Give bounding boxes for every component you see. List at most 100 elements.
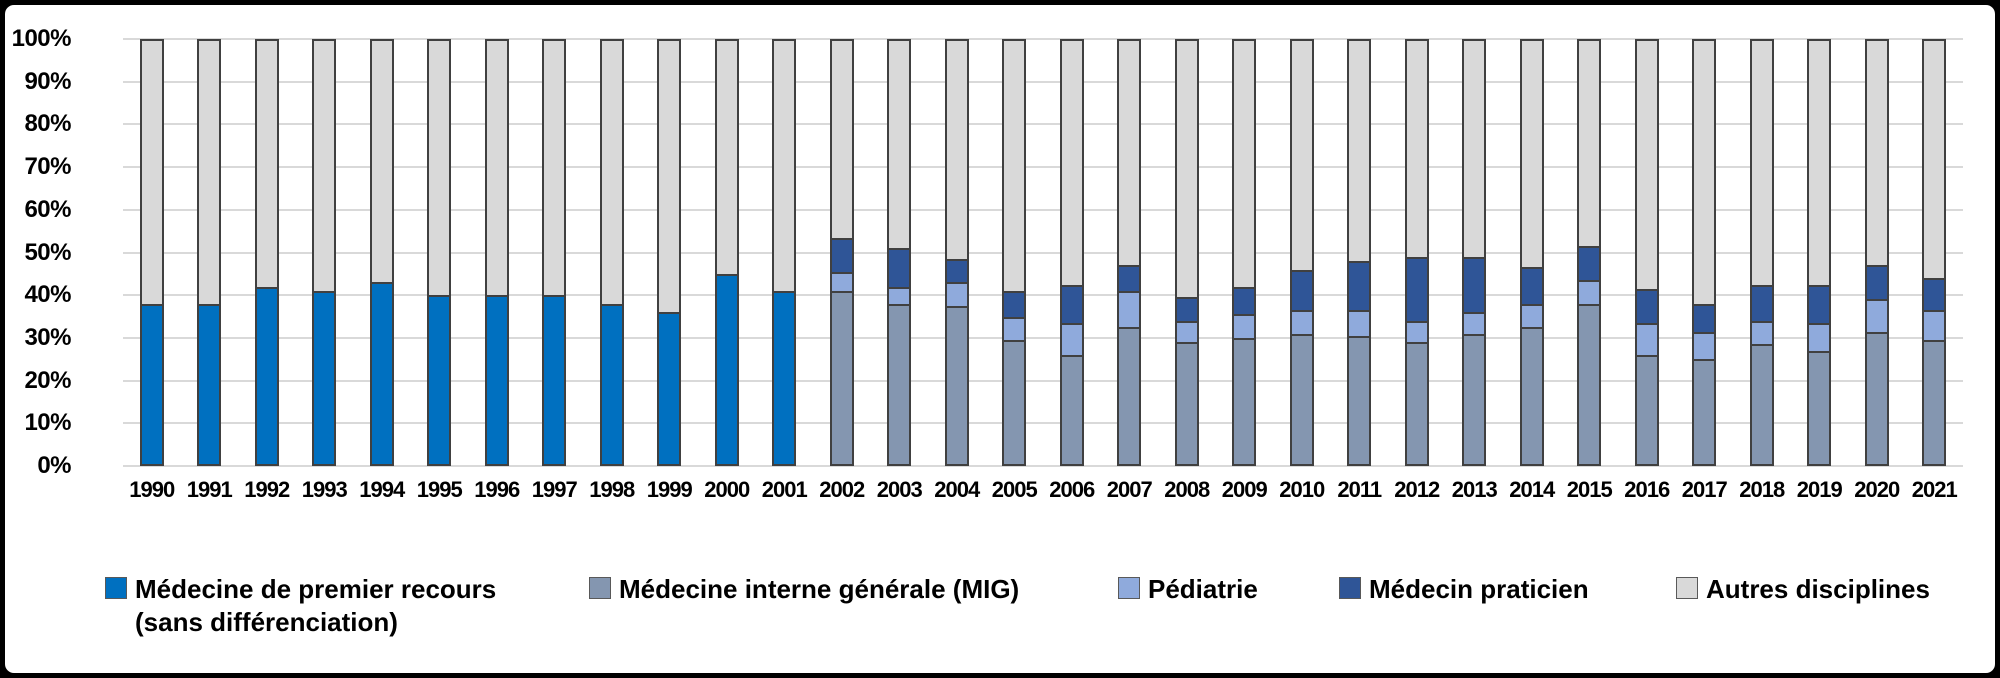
bar-segment	[1864, 331, 1889, 466]
x-axis-year-label: 2018	[1739, 477, 1785, 502]
x-axis-year-label: 2004	[934, 477, 980, 502]
gridline-10	[123, 422, 1963, 425]
bar-slot-2005	[986, 39, 1044, 466]
bar-segment	[1922, 340, 1947, 466]
bar-segment	[1404, 342, 1429, 466]
bar-segment	[1749, 344, 1774, 466]
bar-slot-1999	[641, 39, 699, 466]
x-axis-year-label: 2012	[1394, 477, 1440, 502]
bar-segment	[1462, 312, 1487, 336]
y-axis-tick-label: 50%	[24, 238, 71, 266]
x-axis-year-label: 2000	[704, 477, 750, 502]
bar-slot-2021	[1906, 39, 1964, 466]
y-axis-tick-label: 100%	[11, 25, 72, 52]
bar-segment	[1692, 39, 1717, 306]
stacked-bar-2021	[1922, 39, 1947, 466]
bar-slot-2013	[1446, 39, 1504, 466]
gridline-50	[123, 251, 1963, 254]
legend-swatch-icon	[589, 577, 611, 599]
bar-segment	[1232, 314, 1257, 340]
legend-swatch-icon	[1339, 577, 1361, 599]
bar-slot-1996	[468, 39, 526, 466]
bar-segment	[829, 290, 854, 466]
bar-slot-2009	[1216, 39, 1274, 466]
x-axis-year-label: 2009	[1221, 477, 1268, 502]
bar-segment	[312, 290, 337, 466]
bar-segment	[1807, 39, 1832, 287]
bar-slot-1995	[411, 39, 469, 466]
bar-segment	[887, 286, 912, 306]
bar-segment	[1059, 354, 1084, 466]
stacked-bar-2017	[1692, 39, 1717, 466]
bar-slot-1990	[123, 39, 181, 466]
x-axis-year-label: 1992	[244, 477, 290, 502]
bar-segment	[1002, 316, 1027, 343]
stacked-bar-1998	[599, 39, 624, 466]
x-axis-year-label: 2003	[876, 477, 923, 502]
stacked-bar-2012	[1404, 39, 1429, 466]
bar-segment	[312, 39, 337, 293]
bar-segment	[1117, 327, 1142, 466]
x-axis-year-label: 1993	[301, 477, 348, 502]
stacked-bar-1990	[139, 39, 164, 466]
bar-segment	[542, 39, 567, 298]
bar-slot-2007	[1101, 39, 1159, 466]
bar-segment	[1749, 39, 1774, 287]
bar-slot-2014	[1503, 39, 1561, 466]
stacked-bar-2009	[1232, 39, 1257, 466]
bar-segment	[944, 305, 969, 466]
x-axis-year-label: 1997	[531, 477, 578, 502]
bar-slot-2011	[1331, 39, 1389, 466]
bar-segment	[829, 39, 854, 240]
bar-slot-2006	[1043, 39, 1101, 466]
bar-segment	[944, 282, 969, 308]
x-axis-year-label: 2002	[819, 477, 865, 502]
bar-segment	[1519, 39, 1544, 270]
stacked-bar-1993	[312, 39, 337, 466]
stacked-bar-2001	[772, 39, 797, 466]
stacked-bar-2008	[1174, 39, 1199, 466]
gridline-70	[123, 166, 1963, 169]
bar-slot-2000	[698, 39, 756, 466]
bar-segment	[1174, 320, 1199, 345]
bar-segment	[1289, 269, 1314, 313]
x-axis-year-label: 1999	[646, 477, 693, 502]
bar-slot-2003	[871, 39, 929, 466]
bar-slot-1992	[238, 39, 296, 466]
bar-segment	[1577, 246, 1602, 283]
x-axis-year-label: 1998	[589, 477, 635, 502]
legend: Médecine de premier recours (sans différe…	[5, 573, 1995, 663]
stacked-bar-2015	[1577, 39, 1602, 466]
x-axis-year-label: 2016	[1624, 477, 1670, 502]
bar-segment	[1462, 256, 1487, 315]
bar-segment	[542, 295, 567, 466]
x-axis-year-label: 2001	[761, 477, 808, 502]
bar-segment	[1922, 310, 1947, 343]
x-axis-year-label: 2014	[1509, 477, 1555, 502]
plot-area: 100% 90% 80% 70% 60% 50% 40% 30% 20% 10% 0%	[12, 25, 1964, 479]
stacked-bar-2000	[714, 39, 739, 466]
bar-segment	[1002, 39, 1027, 293]
bar-segment	[1404, 256, 1429, 323]
gridline-60	[123, 208, 1963, 211]
legend-label: Médecine de premier recours (sans différe…	[135, 574, 497, 637]
bar-segment	[1807, 350, 1832, 466]
bar-slot-2008	[1158, 39, 1216, 466]
x-axis-year-label: 2006	[1049, 477, 1095, 502]
bar-segment	[1519, 303, 1544, 330]
x-axis-year-label: 2013	[1451, 477, 1498, 502]
bar-segment	[1347, 261, 1372, 313]
bar-segment	[1117, 265, 1142, 293]
bar-segment	[1462, 39, 1487, 259]
y-axis-tick-label: 0%	[37, 452, 71, 479]
x-axis-year-label: 2005	[991, 477, 1038, 502]
bar-segment	[657, 39, 682, 315]
legend-item-2: Pédiatrie	[1118, 573, 1258, 606]
stacked-bar-2003	[887, 39, 912, 466]
stacked-bar-2007	[1117, 39, 1142, 466]
bar-segment	[829, 271, 854, 293]
y-axis-tick-label: 30%	[24, 323, 71, 351]
x-axis-year-label: 2011	[1337, 477, 1382, 502]
x-axis-year-label: 1991	[186, 477, 233, 502]
bar-segment	[1002, 290, 1027, 319]
